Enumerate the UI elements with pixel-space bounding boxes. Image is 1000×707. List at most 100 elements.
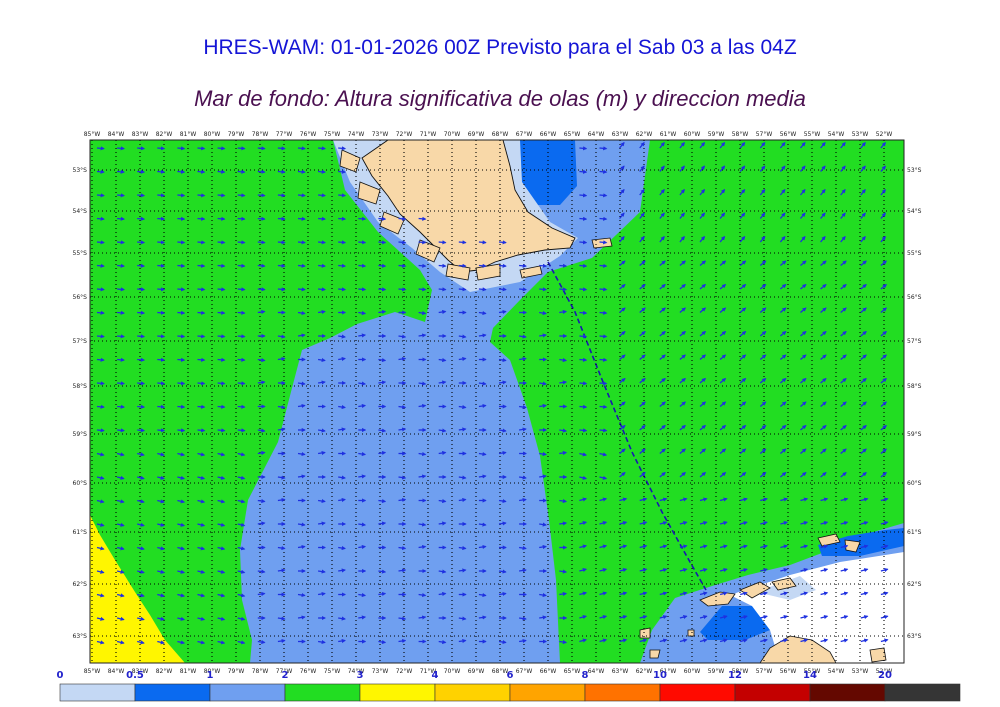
swell-arrow <box>639 165 645 172</box>
swell-arrow <box>820 235 826 243</box>
swell-arrow <box>659 212 665 219</box>
swell-arrow <box>780 544 789 549</box>
swell-arrow <box>659 591 668 596</box>
swell-arrow <box>579 638 588 643</box>
swell-arrow <box>137 593 145 598</box>
route-line <box>547 261 707 591</box>
swell-arrow <box>217 616 226 621</box>
swell-arrow <box>257 569 266 574</box>
swell-arrow <box>338 616 346 621</box>
swell-arrow <box>880 448 887 454</box>
lon-label: 71°W <box>420 668 437 675</box>
swell-arrow <box>840 497 849 502</box>
swell-arrow <box>800 330 807 337</box>
swell-arrow <box>277 616 286 621</box>
swell-arrow <box>519 356 527 362</box>
swell-arrow <box>860 615 869 620</box>
swell-arrow <box>96 357 105 362</box>
swell-arrow <box>539 615 547 620</box>
swell-arrow <box>820 401 827 407</box>
lon-label: 71°W <box>420 131 437 138</box>
swell-arrow <box>257 521 266 526</box>
swell-arrow <box>840 165 846 172</box>
swell-arrow <box>740 568 748 573</box>
swell-arrow <box>257 380 266 385</box>
swell-arrow <box>719 521 728 526</box>
swell-arrow <box>277 240 286 245</box>
swell-arrow <box>679 188 685 196</box>
lon-label: 61°W <box>660 668 677 675</box>
swell-arrow <box>177 381 186 386</box>
swell-arrow <box>699 521 708 526</box>
swell-arrow <box>297 451 306 457</box>
swell-arrow <box>840 544 849 549</box>
swell-arrow <box>719 568 728 573</box>
swell-arrow <box>478 240 487 245</box>
swell-arrow <box>498 428 507 433</box>
swell-arrow <box>498 357 507 363</box>
swell-arrow <box>739 283 747 290</box>
swell-arrow <box>378 287 387 292</box>
swell-arrow <box>679 354 686 360</box>
swell-arrow <box>760 544 768 549</box>
swell-arrow <box>438 240 447 245</box>
swell-arrow <box>800 471 807 478</box>
swell-arrow <box>820 568 829 573</box>
swell-arrow <box>438 591 447 597</box>
lon-label: 75°W <box>324 131 341 138</box>
swell-arrow <box>820 283 827 290</box>
swell-arrow <box>639 424 646 431</box>
swell-arrow <box>820 521 829 526</box>
swell-arrow <box>418 240 427 245</box>
swell-arrow <box>197 616 206 621</box>
swell-arrow <box>579 169 588 174</box>
colorbar-tick-label: 10 <box>653 670 667 681</box>
swell-arrow <box>338 427 346 432</box>
swell-arrow <box>498 287 507 292</box>
swell-arrow <box>418 263 427 268</box>
swell-arrow <box>137 169 146 174</box>
swell-arrow <box>699 448 707 454</box>
swell-arrow <box>338 263 347 268</box>
swell-arrow <box>699 235 706 243</box>
swell-arrow <box>358 381 367 386</box>
swell-arrow <box>800 377 807 384</box>
swell-arrow <box>458 427 467 432</box>
swell-arrow <box>358 592 367 598</box>
swell-arrow <box>639 521 648 526</box>
swell-arrow <box>740 521 748 526</box>
swell-arrow <box>157 569 165 574</box>
swell-arrow <box>237 428 246 433</box>
swell-arrow <box>659 235 665 243</box>
swell-arrow <box>177 616 186 621</box>
swell-arrow <box>539 544 547 550</box>
swell-arrow <box>659 260 666 266</box>
lon-label: 81°W <box>180 131 197 138</box>
lon-label: 72°W <box>396 668 413 675</box>
swell-arrow <box>639 212 645 219</box>
swell-arrow <box>880 260 887 266</box>
colorbar-swatch <box>59 683 136 702</box>
swell-arrow <box>800 165 806 172</box>
swell-arrow <box>318 309 326 315</box>
swell-arrow <box>277 427 286 432</box>
swell-arrow <box>679 260 686 266</box>
swell-arrow <box>579 591 588 596</box>
swell-arrow <box>800 260 807 266</box>
swell-arrow <box>157 475 165 480</box>
swell-arrow <box>237 193 246 198</box>
swell-arrow <box>338 497 346 503</box>
swell-arrow <box>318 263 326 268</box>
swell-arrow <box>478 263 487 268</box>
swell-arrow <box>398 475 407 480</box>
swell-arrow <box>679 448 686 454</box>
swell-arrow <box>579 193 588 198</box>
swell-arrow <box>659 638 668 643</box>
swell-arrow <box>318 591 326 597</box>
swell-arrow <box>619 212 625 219</box>
swell-arrow <box>599 381 608 386</box>
swell-arrow <box>478 381 487 386</box>
swell-arrow <box>519 616 527 621</box>
swell-arrow <box>217 263 226 268</box>
swell-arrow <box>398 263 407 268</box>
